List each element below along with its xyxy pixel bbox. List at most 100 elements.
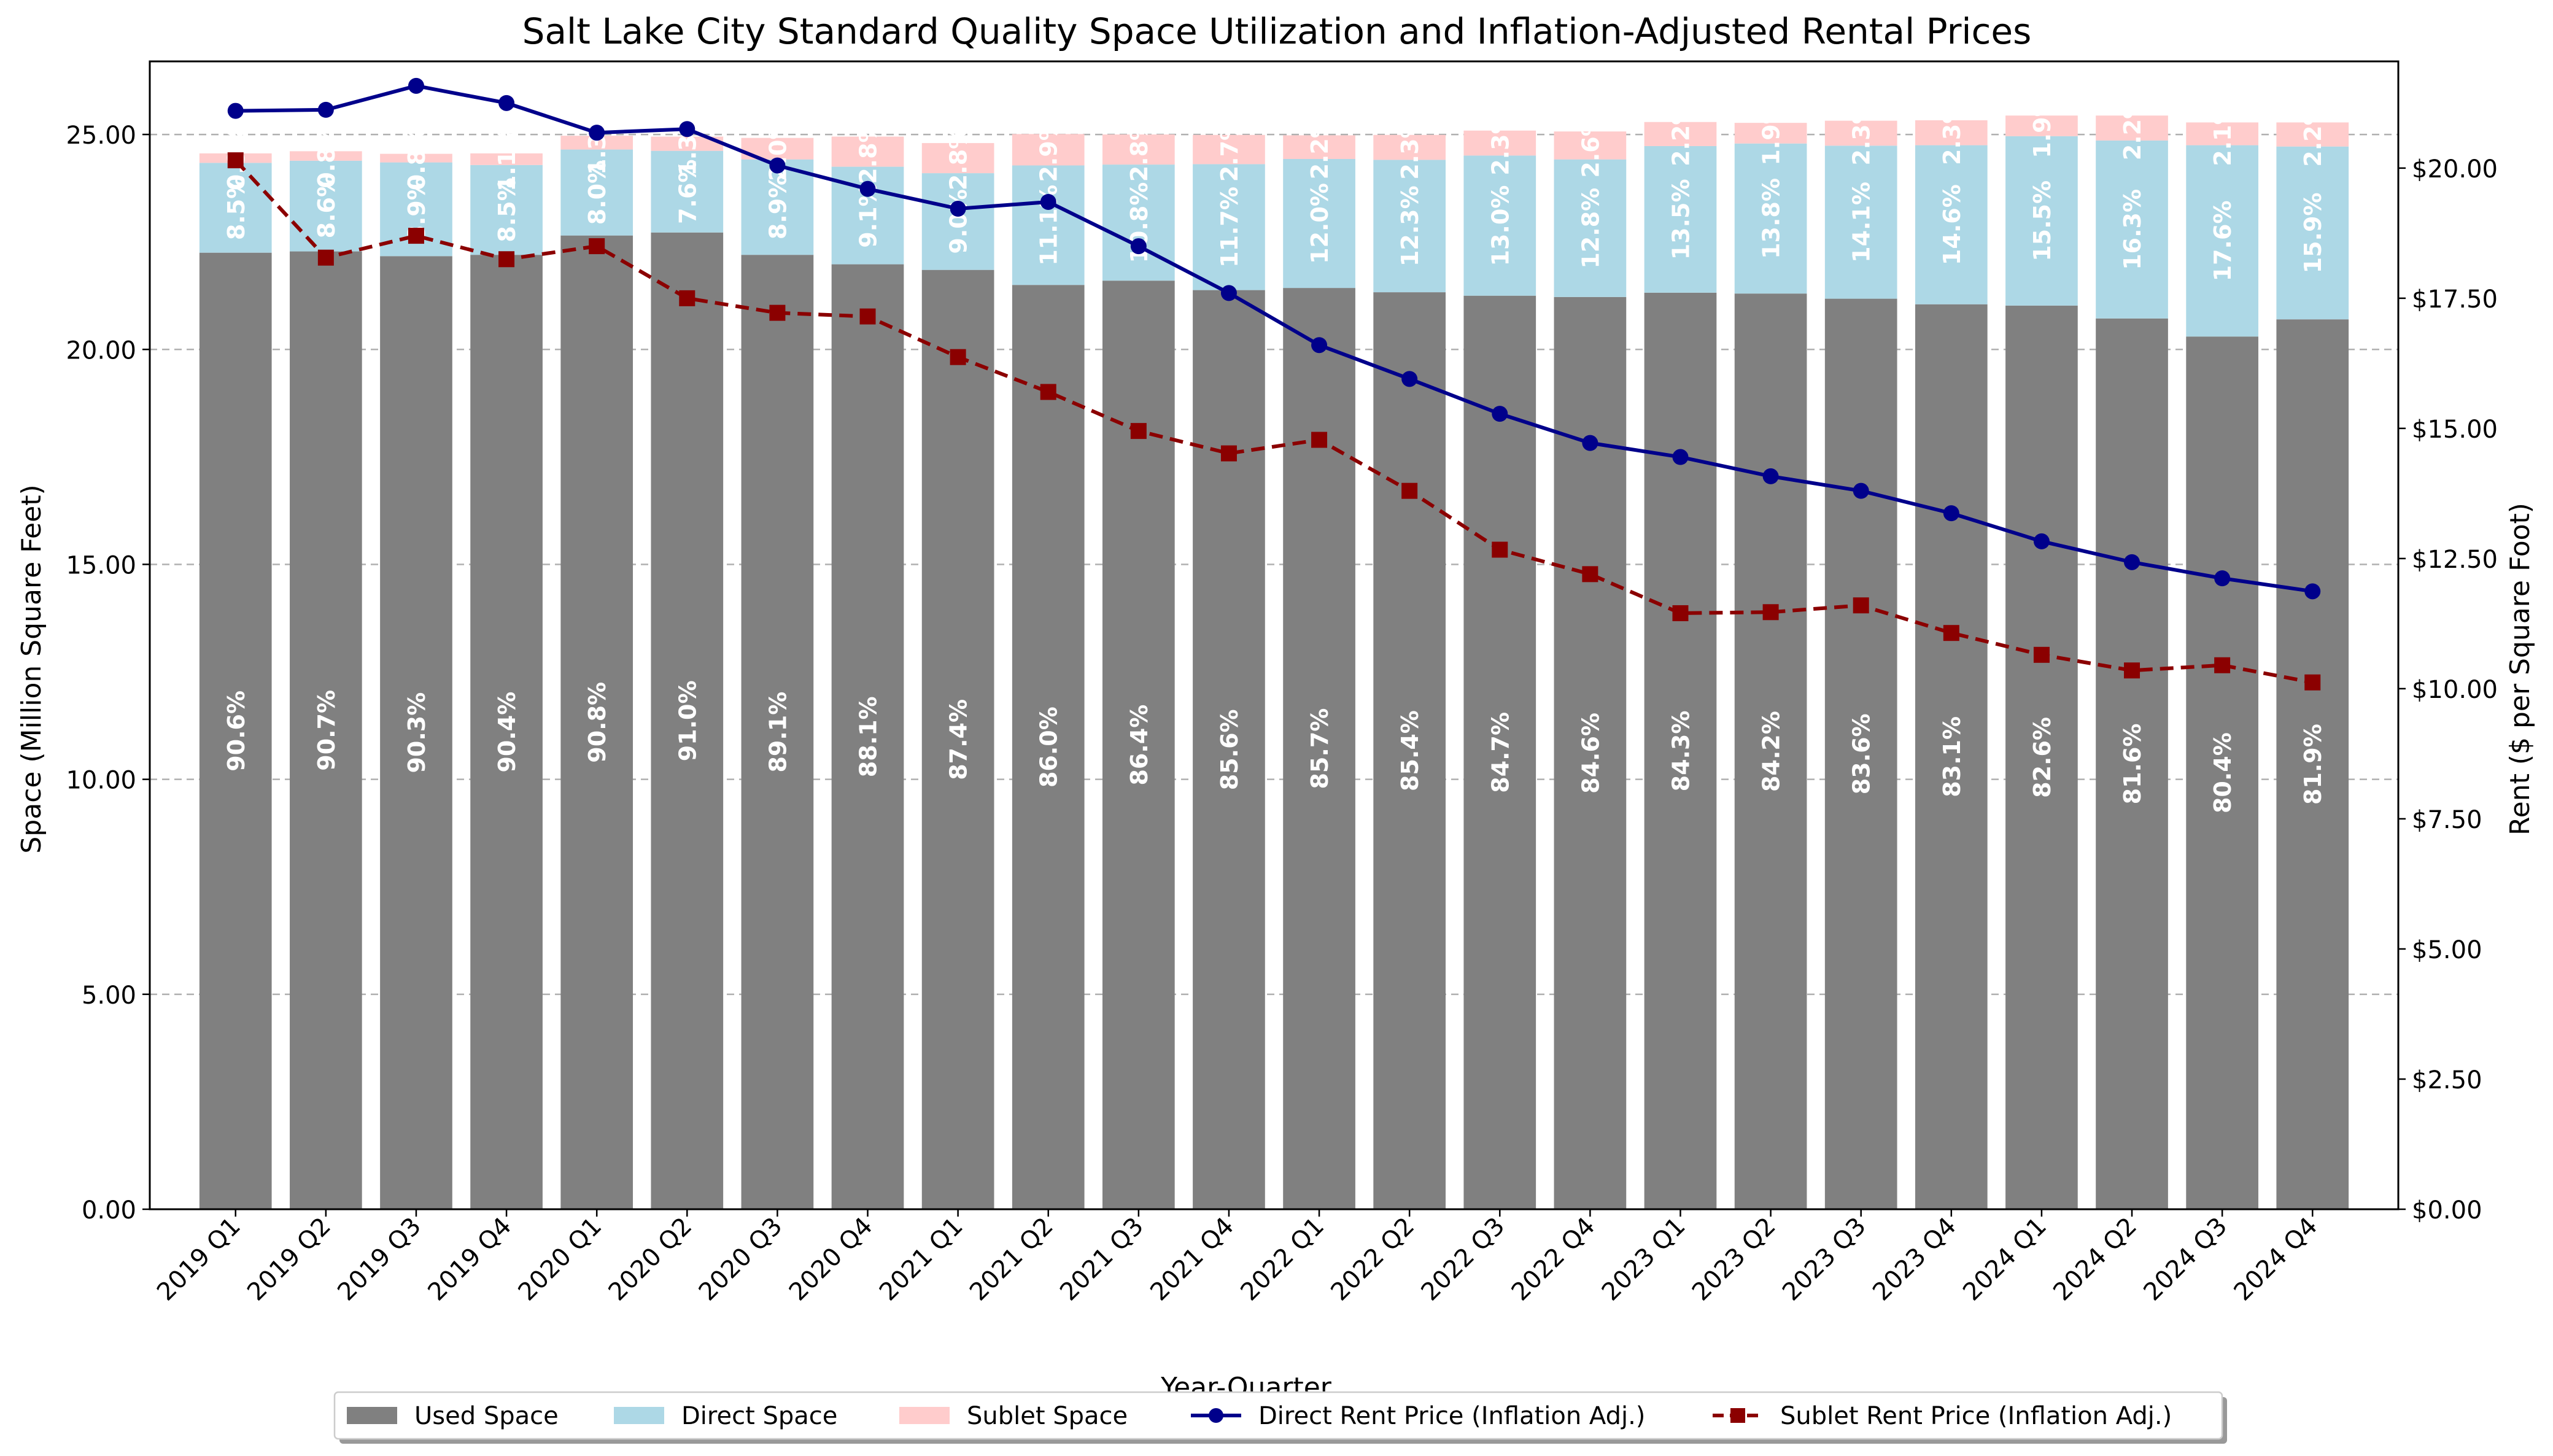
used-space-bar [1644, 292, 1717, 1209]
sublet-rent-point [589, 238, 605, 255]
sublet-rent-point [2124, 662, 2140, 679]
used-space-label: 89.1% [764, 692, 791, 773]
sublet-rent-line [234, 159, 2313, 684]
direct-space-bar [2005, 136, 2078, 306]
used-space-label: 91.0% [674, 680, 701, 761]
sublet-space-label: 2.1% [2209, 101, 2236, 166]
y2-tick-label: $2.50 [2412, 1066, 2482, 1094]
sublet-rent-point [950, 349, 966, 365]
direct-space-bar [651, 150, 724, 233]
used-space-bar [1463, 295, 1536, 1210]
x-tick-label: 2024 Q1 [1958, 1212, 2052, 1307]
used-space-bar [2186, 336, 2258, 1209]
x-tick-label: 2024 Q4 [2229, 1212, 2323, 1307]
sublet-rent-point [1762, 604, 1779, 621]
direct-rent-point [317, 101, 334, 118]
y-tick-label: 20.00 [66, 336, 136, 365]
legend-box [333, 1391, 2223, 1440]
sublet-rent-point [1311, 432, 1328, 448]
sublet-space-label: 2.9% [1036, 117, 1063, 182]
sublet-space-label: 2.2% [1667, 102, 1694, 166]
sublet-space-bar [380, 153, 452, 163]
sublet-space-bar [1463, 130, 1536, 156]
direct-rent-line [235, 83, 2313, 594]
direct-rent-point [1582, 435, 1598, 451]
x-tick-label: 2022 Q4 [1506, 1212, 1601, 1307]
sublet-space-label: 2.6% [1577, 113, 1604, 177]
x-tick-label: 2020 Q2 [603, 1212, 698, 1307]
sublet-space-label: 1.1% [494, 127, 521, 192]
x-tick-label: 2021 Q2 [964, 1212, 1059, 1307]
direct-space-label: 12.0% [1306, 183, 1333, 264]
bar-labels: 90.6%8.5%0.9%90.7%8.6%0.8%90.3%8.9%0.8%9… [223, 93, 2326, 813]
used-space-bar [2276, 319, 2349, 1209]
sublet-rent-point [227, 152, 244, 169]
used-space-bar [1734, 293, 1807, 1209]
used-space-bar [2096, 318, 2168, 1209]
legend-label: Sublet Space [967, 1402, 1128, 1430]
direct-rent-point [227, 103, 244, 119]
x-tick-label: 2021 Q3 [1055, 1212, 1149, 1307]
x-tick-label: 2020 Q3 [694, 1212, 788, 1307]
sublet-rent-point [1853, 597, 1869, 614]
sublet-rent-point [2214, 657, 2231, 673]
direct-space-bar [2186, 145, 2258, 337]
sublet-space-bar [470, 153, 543, 165]
direct-rent-point [1040, 193, 1056, 210]
direct-space-label: 8.0% [584, 160, 611, 225]
sublet-space-bar [1824, 120, 1897, 146]
used-space-label: 82.6% [2029, 717, 2056, 798]
direct-space-bar [1193, 164, 1265, 290]
direct-space-bar [2276, 146, 2349, 320]
used-space-label: 86.4% [1126, 705, 1153, 786]
used-space-label: 90.8% [584, 682, 611, 763]
sublet-space-bar [2005, 115, 2078, 136]
direct-space-bar [1463, 155, 1536, 296]
direct-space-bar [1102, 165, 1175, 281]
y-tick-label: 25.00 [66, 122, 136, 150]
used-space-label: 90.3% [403, 692, 430, 773]
direct-rent-point [950, 201, 966, 217]
y2-tick-label: $12.50 [2412, 546, 2498, 574]
direct-rent-point [769, 157, 786, 174]
sublet-space-label: 2.2% [2299, 102, 2326, 166]
direct-rent-point [408, 77, 424, 94]
used-space-bar [1193, 290, 1265, 1209]
x-tick-label: 2019 Q4 [422, 1212, 517, 1307]
direct-rent-point [679, 121, 695, 137]
direct-space-label: 12.8% [1577, 188, 1604, 269]
sublet-space-bar [1102, 134, 1175, 165]
legend-swatch [899, 1407, 950, 1424]
x-tick-label: 2023 Q1 [1597, 1212, 1691, 1307]
sublet-space-bar [1734, 123, 1807, 144]
direct-rent-point [1853, 482, 1869, 499]
used-space-label: 88.1% [855, 696, 882, 777]
direct-space-label: 13.8% [1758, 178, 1785, 259]
sublet-rent-point [408, 228, 424, 244]
used-space-label: 90.4% [494, 692, 521, 773]
sublet-space-label: 1.3% [584, 110, 611, 175]
x-tick-label: 2021 Q4 [1145, 1212, 1239, 1307]
direct-rent-point [498, 95, 515, 111]
direct-space-bar [199, 163, 272, 253]
plot-frame [149, 60, 2400, 1210]
legend-label: Sublet Rent Price (Inflation Adj.) [1780, 1402, 2172, 1430]
used-space-label: 83.1% [1939, 716, 1966, 797]
used-space-label: 81.6% [2119, 723, 2146, 804]
rent-lines [227, 77, 2321, 691]
direct-space-label: 8.6% [313, 174, 340, 238]
bars [199, 115, 2349, 1210]
sublet-space-bar [1915, 120, 1988, 145]
sublet-rent-point [1492, 541, 1508, 558]
x-tick-label: 2020 Q4 [784, 1212, 878, 1307]
direct-rent-point [2033, 533, 2050, 549]
direct-space-bar [1283, 158, 1355, 288]
direct-space-bar [741, 159, 814, 255]
x-tick-label: 2024 Q3 [2138, 1212, 2233, 1307]
sublet-rent-point [1220, 445, 1237, 462]
direct-rent-point [2124, 554, 2140, 570]
direct-space-bar [1915, 145, 1988, 304]
y-tick-label: 10.00 [66, 767, 136, 795]
sublet-rent-point [1040, 384, 1056, 400]
